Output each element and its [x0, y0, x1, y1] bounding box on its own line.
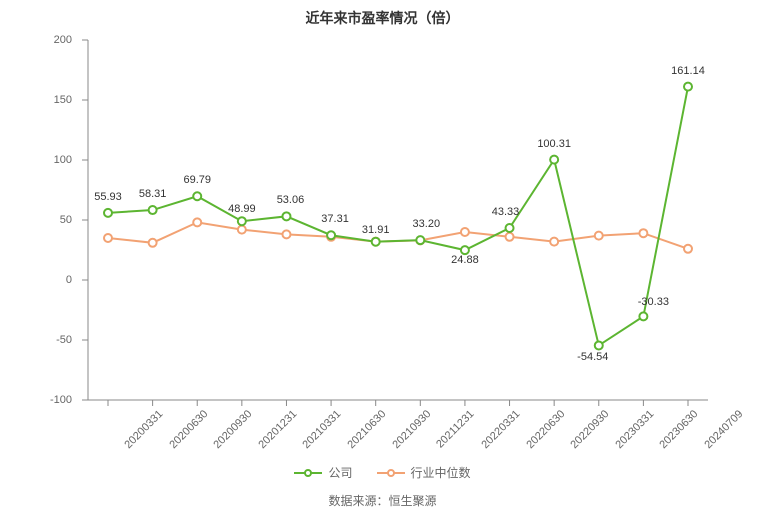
y-tick-label: 50	[0, 214, 72, 226]
plot-area: 55.93 58.31 69.79 48.99 53.06 37.31 31.91 33.20…	[88, 40, 708, 400]
source-value: 恒生聚源	[389, 494, 437, 508]
y-axis: -100-50050100150200	[0, 40, 80, 400]
data-point-label: 43.33	[492, 206, 520, 218]
y-tick-label: -50	[0, 334, 72, 346]
data-point-label: 33.20	[413, 218, 441, 230]
source-label: 数据来源：	[328, 494, 388, 508]
y-tick-label: 0	[0, 274, 72, 286]
legend-label: 行业中位数	[411, 464, 471, 481]
legend-item: 公司	[294, 464, 352, 481]
x-tick-label: 20220331	[479, 408, 522, 451]
x-axis: 2020033120200630202009302020123120210331…	[88, 404, 708, 464]
data-point-label: -30.33	[638, 296, 669, 308]
data-point-label: 24.88	[451, 254, 479, 266]
y-tick-label: -100	[0, 394, 72, 406]
x-tick-label: 20240709	[702, 408, 745, 451]
data-point-label: 100.31	[537, 138, 571, 150]
x-tick-label: 20200630	[167, 408, 210, 451]
pe-ratio-chart: 近年来市盈率情况（倍） -100 -50 0 50 100 150 200 55.93 58.…	[0, 0, 765, 517]
legend-item: 行业中位数	[377, 464, 471, 481]
x-tick-label: 20210630	[345, 408, 388, 451]
data-point-label: 69.79	[183, 174, 211, 186]
legend-label: 公司	[328, 464, 352, 481]
chart-title: 近年来市盈率情况（倍）	[0, 8, 765, 28]
x-tick-label: 20200930	[212, 408, 255, 451]
legend-marker-icon	[294, 467, 322, 479]
data-point-label: 53.06	[277, 194, 305, 206]
x-tick-label: 20220930	[568, 408, 611, 451]
y-tick-label: 100	[0, 154, 72, 166]
x-tick-label: 20230331	[613, 408, 656, 451]
y-tick-label: 200	[0, 34, 72, 46]
x-tick-label: 20210331	[301, 408, 344, 451]
data-point-label: 55.93	[94, 191, 122, 203]
x-tick-label: 20201231	[256, 408, 299, 451]
x-tick-label: 20230630	[658, 408, 701, 451]
data-point-label: 48.99	[228, 203, 256, 215]
x-tick-label: 20211231	[434, 408, 477, 451]
y-tick-label: 150	[0, 94, 72, 106]
data-point-label: 58.31	[139, 188, 167, 200]
data-point-label: 37.31	[321, 213, 349, 225]
x-tick-label: 20200331	[122, 408, 165, 451]
data-source: 数据来源：恒生聚源	[0, 492, 765, 509]
data-point-label: 31.91	[362, 224, 390, 236]
legend: 公司 行业中位数	[0, 464, 765, 481]
data-point-label: 161.14	[671, 65, 705, 77]
x-tick-label: 20210930	[390, 408, 433, 451]
legend-marker-icon	[377, 467, 405, 479]
data-point-label: -54.54	[577, 351, 608, 363]
x-tick-label: 20220630	[524, 408, 567, 451]
